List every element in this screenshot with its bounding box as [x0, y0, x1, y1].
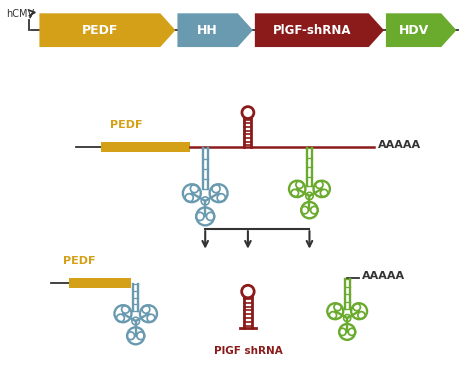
Text: AAAAA: AAAAA: [378, 140, 421, 150]
Bar: [69, 278, 131, 288]
Text: PEDF: PEDF: [63, 257, 95, 267]
Text: HDV: HDV: [399, 24, 429, 37]
Bar: [101, 142, 190, 152]
Text: HH: HH: [197, 24, 218, 37]
Text: hCMV: hCMV: [6, 9, 34, 19]
Text: PlGF-shRNA: PlGF-shRNA: [273, 24, 351, 37]
Polygon shape: [177, 13, 253, 47]
Polygon shape: [255, 13, 384, 47]
Text: PEDF: PEDF: [82, 24, 118, 37]
Polygon shape: [39, 13, 175, 47]
Text: PEDF: PEDF: [110, 120, 142, 130]
Polygon shape: [386, 13, 456, 47]
Text: AAAAA: AAAAA: [362, 271, 405, 281]
Text: PlGF shRNA: PlGF shRNA: [213, 346, 282, 356]
